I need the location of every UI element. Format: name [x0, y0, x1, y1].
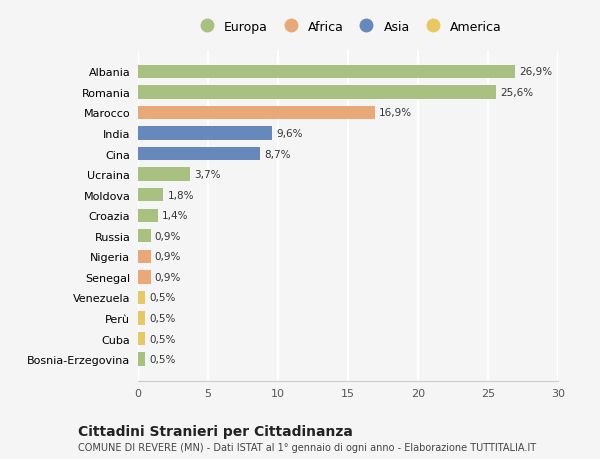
- Bar: [138, 127, 272, 140]
- Text: 0,5%: 0,5%: [149, 293, 176, 303]
- Bar: [138, 291, 145, 304]
- Text: COMUNE DI REVERE (MN) - Dati ISTAT al 1° gennaio di ogni anno - Elaborazione TUT: COMUNE DI REVERE (MN) - Dati ISTAT al 1°…: [78, 442, 536, 452]
- Bar: [138, 168, 190, 181]
- Text: 0,5%: 0,5%: [149, 334, 176, 344]
- Text: 0,5%: 0,5%: [149, 313, 176, 323]
- Bar: [138, 353, 145, 366]
- Bar: [138, 312, 145, 325]
- Bar: [138, 106, 374, 120]
- Text: Cittadini Stranieri per Cittadinanza: Cittadini Stranieri per Cittadinanza: [78, 425, 353, 438]
- Text: 0,9%: 0,9%: [155, 252, 181, 262]
- Bar: [138, 250, 151, 263]
- Bar: [138, 332, 145, 346]
- Text: 1,4%: 1,4%: [162, 211, 188, 221]
- Text: 0,9%: 0,9%: [155, 272, 181, 282]
- Bar: [138, 271, 151, 284]
- Bar: [138, 147, 260, 161]
- Text: 16,9%: 16,9%: [379, 108, 412, 118]
- Bar: [138, 230, 151, 243]
- Text: 9,6%: 9,6%: [277, 129, 303, 139]
- Text: 0,9%: 0,9%: [155, 231, 181, 241]
- Bar: [138, 86, 496, 99]
- Text: 3,7%: 3,7%: [194, 170, 221, 180]
- Text: 25,6%: 25,6%: [500, 88, 534, 98]
- Bar: [138, 209, 158, 223]
- Text: 0,5%: 0,5%: [149, 354, 176, 364]
- Bar: [138, 66, 515, 79]
- Legend: Europa, Africa, Asia, America: Europa, Africa, Asia, America: [190, 17, 506, 38]
- Text: 26,9%: 26,9%: [519, 67, 552, 77]
- Bar: [138, 189, 163, 202]
- Text: 1,8%: 1,8%: [167, 190, 194, 200]
- Text: 8,7%: 8,7%: [264, 149, 290, 159]
